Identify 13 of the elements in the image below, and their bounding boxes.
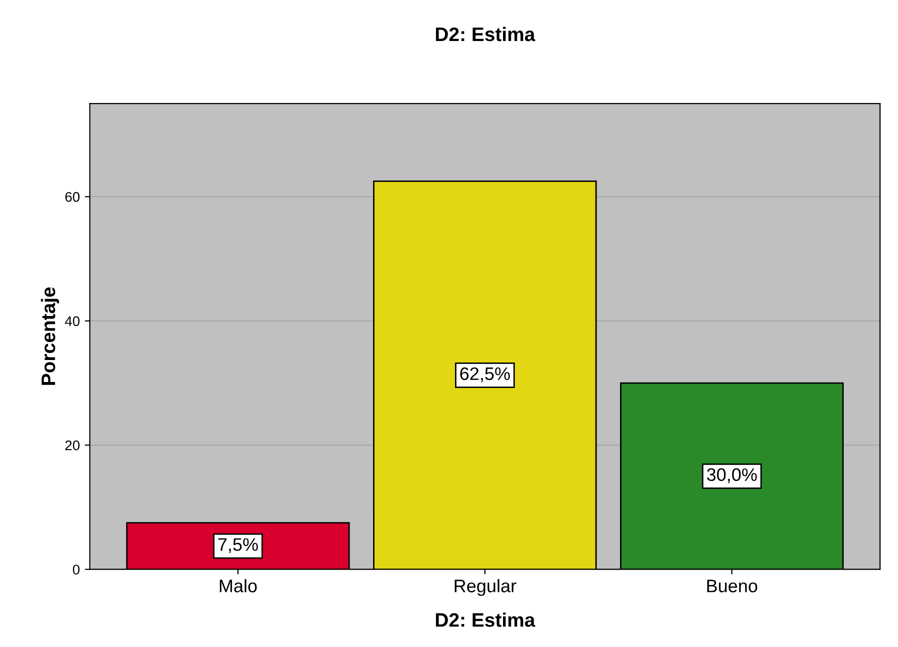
y-tick-label: 60 [65,192,80,202]
chart-title: D2: Estima [436,26,536,42]
x-axis-title: D2: Estima [436,612,536,627]
x-tick-label: Bueno [707,580,758,592]
data-label: 62,5% [460,367,510,382]
y-tick-label: 40 [64,316,80,326]
data-label: 30,0% [706,468,757,484]
y-tick-label: 0 [72,564,80,575]
y-axis-title: Porcentaje [40,287,60,385]
x-tick-label: Malo [220,579,257,592]
y-tick-label: 20 [65,440,80,450]
data-label: 7,5% [218,538,258,554]
x-tick-label: Regular [454,579,516,596]
